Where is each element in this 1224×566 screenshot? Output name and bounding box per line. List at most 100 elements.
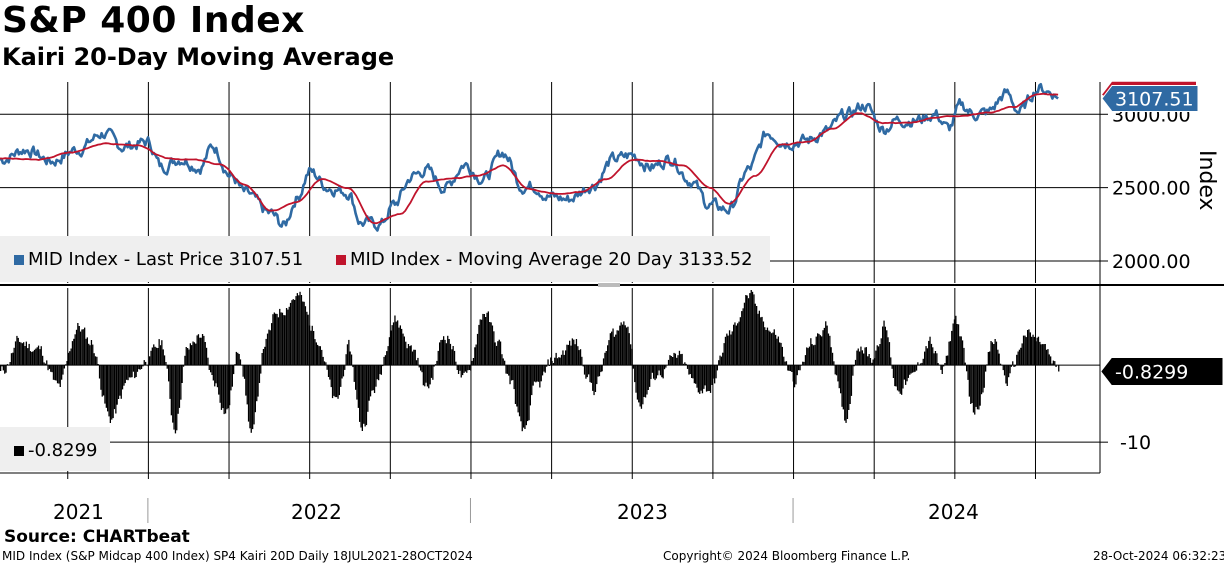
kairi-bar	[993, 344, 995, 365]
kairi-bar	[207, 357, 209, 365]
kairi-bar	[821, 336, 823, 365]
kairi-bar	[550, 357, 552, 365]
kairi-bar	[877, 346, 880, 366]
kairi-bar	[957, 324, 960, 366]
kairi-bar	[73, 338, 75, 366]
kairi-bar	[921, 362, 923, 366]
kairi-bar	[727, 335, 729, 366]
kairi-bar	[161, 340, 163, 365]
kairi-bar	[31, 352, 33, 366]
kairi-bar	[439, 342, 441, 366]
kairi-bar	[735, 325, 737, 366]
kairi-bar	[308, 325, 311, 366]
kairi-bar	[471, 360, 473, 366]
kairi-bar	[215, 365, 217, 384]
kairi-bar	[462, 365, 464, 376]
kairi-bar	[1018, 349, 1021, 365]
kairi-bar	[277, 317, 279, 366]
kairi-bar	[670, 356, 672, 366]
kairi-bar	[93, 353, 95, 365]
legend-item-moving-average[interactable]: MID Index - Moving Average 20 Day 3133.5…	[336, 249, 753, 270]
kairi-bar	[787, 365, 789, 371]
kairi-bar	[246, 365, 248, 405]
x-axis-year-2021: 2021	[53, 500, 104, 524]
kairi-bar	[925, 346, 927, 366]
kairi-bar	[271, 323, 273, 366]
kairi-bar	[337, 365, 339, 399]
kairi-bar	[437, 350, 439, 366]
kairi-bar	[425, 365, 427, 383]
kairi-bar	[830, 347, 832, 366]
kairi-bar	[639, 365, 641, 407]
kairi-bar	[6, 364, 9, 366]
kairi-bar	[440, 340, 442, 366]
kairi-bar	[589, 365, 591, 383]
kairi-bar	[537, 365, 540, 382]
kairi-bar	[746, 295, 748, 366]
kairi-bar	[968, 365, 970, 397]
kairi-bar	[1028, 329, 1030, 366]
kairi-bar	[880, 338, 882, 366]
kairi-bar	[516, 365, 518, 407]
kairi-bar	[131, 365, 133, 378]
kairi-bar	[460, 365, 462, 378]
kairi-bar	[630, 344, 632, 366]
kairi-bar	[61, 365, 63, 380]
kairi-bar	[741, 311, 743, 366]
legend-item-last-price[interactable]: MID Index - Last Price 3107.51	[14, 249, 303, 270]
kairi-bar	[299, 291, 301, 366]
kairi-bar	[192, 341, 194, 365]
kairi-bar	[33, 349, 36, 365]
kairi-bar	[90, 340, 93, 366]
kairi-bar	[800, 365, 802, 366]
kairi-bar	[166, 365, 168, 369]
legend-item-kairi[interactable]: -0.8299	[14, 440, 97, 461]
kairi-bar	[177, 365, 179, 414]
kairi-bar	[1025, 337, 1027, 365]
kairi-bar	[130, 365, 132, 378]
kairi-bar	[108, 365, 110, 417]
kairi-bar	[682, 363, 685, 366]
kairi-bar	[737, 323, 739, 365]
legend-label-kairi: -0.8299	[28, 440, 98, 461]
kairi-bar	[733, 324, 735, 366]
kairi-bar	[945, 355, 947, 365]
kairi-bar	[532, 365, 534, 386]
kairi-bar	[331, 365, 334, 399]
kairi-bar	[541, 365, 544, 376]
kairi-bar	[504, 360, 506, 366]
kairi-bar	[1008, 365, 1010, 378]
kairi-bar	[253, 365, 255, 425]
kairi-bar	[1048, 354, 1050, 365]
kairi-bar	[467, 365, 469, 371]
kairi-bar	[647, 365, 649, 390]
kairi-bar	[197, 334, 200, 366]
kairi-bar	[649, 365, 651, 387]
kairi-bar	[219, 365, 221, 403]
kairi-bar	[490, 322, 492, 366]
kairi-bar	[680, 354, 682, 365]
kairi-bar	[860, 346, 862, 366]
kairi-bar	[795, 365, 797, 385]
kairi-bar	[829, 335, 831, 366]
kairi-bar	[601, 365, 603, 372]
kairi-bar	[556, 358, 559, 365]
footer-timestamp: 28-Oct-2024 06:32:23	[1093, 549, 1224, 563]
kairi-bar	[10, 353, 13, 366]
kairi-bar	[235, 351, 237, 366]
kairi-bar	[612, 328, 614, 366]
kairi-bar	[23, 342, 25, 366]
kairi-bar	[1022, 335, 1025, 366]
kairi-bar	[464, 365, 466, 372]
kairi-bar	[659, 365, 662, 376]
kairi-bar	[107, 365, 109, 412]
kairi-bar	[788, 365, 790, 371]
kairi-bar	[21, 343, 23, 365]
kairi-bar	[620, 322, 622, 365]
kairi-bar	[1047, 349, 1049, 366]
chart-subtitle: Kairi 20-Day Moving Average	[2, 43, 395, 71]
kairi-bar	[654, 365, 656, 381]
kairi-bar	[711, 365, 713, 385]
kairi-bar	[444, 339, 446, 366]
